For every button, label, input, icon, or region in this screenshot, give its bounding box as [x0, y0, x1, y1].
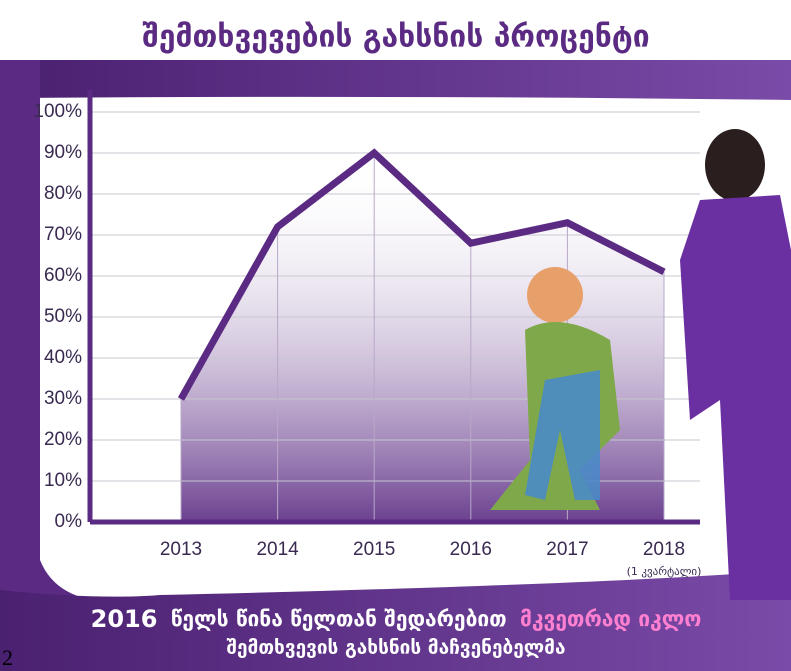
y-tick-label: 0% [55, 511, 83, 532]
annotation-line-2: შემთხვევის გახსნის მაჩვენებელმა [226, 637, 565, 659]
y-tick-label: 70% [44, 224, 82, 245]
bottom-band [0, 570, 791, 671]
top-band [10, 60, 791, 100]
x-tick-label: 2015 [353, 539, 395, 560]
y-tick-label: 50% [44, 306, 82, 327]
y-tick-label: 60% [44, 265, 82, 286]
woman-figure [490, 267, 620, 510]
x-tick-label: 2017 [546, 539, 588, 560]
plot-area: 0% 10% 20% 30% 40% 50% 60% 70% 80% 90% 100% 2013 201… [33, 90, 701, 578]
y-tick-label: 100% [33, 101, 82, 122]
annotation: 2016 წელს წინა წელთან შედარებით მკვეთრად… [91, 605, 702, 633]
y-tick-label: 80% [44, 183, 82, 204]
y-tick-label: 30% [44, 388, 82, 409]
data-line [177, 148, 666, 401]
annotation-year: 2016 [91, 605, 158, 633]
x-tick-label: 2016 [450, 539, 492, 560]
y-tick-label: 10% [44, 470, 82, 491]
page-marker: 2 [2, 645, 13, 670]
x-tick-note: (1 კვარტალი) [627, 565, 702, 578]
y-tick-label: 20% [44, 429, 82, 450]
x-tick-label: 2013 [160, 539, 202, 560]
chart-title: შემთხვევების გახსნის პროცენტი [142, 20, 649, 55]
annotation-text: წელს წინა წელთან შედარებით [171, 607, 507, 631]
annotation-highlight: მკვეთრად იკლო [520, 607, 701, 631]
man-figure [680, 129, 791, 600]
x-tick-label: 2018 [643, 539, 685, 560]
x-tick-label: 2014 [256, 539, 299, 560]
y-tick-label: 90% [44, 142, 82, 163]
y-tick-label: 40% [44, 347, 82, 368]
left-band [0, 60, 140, 602]
